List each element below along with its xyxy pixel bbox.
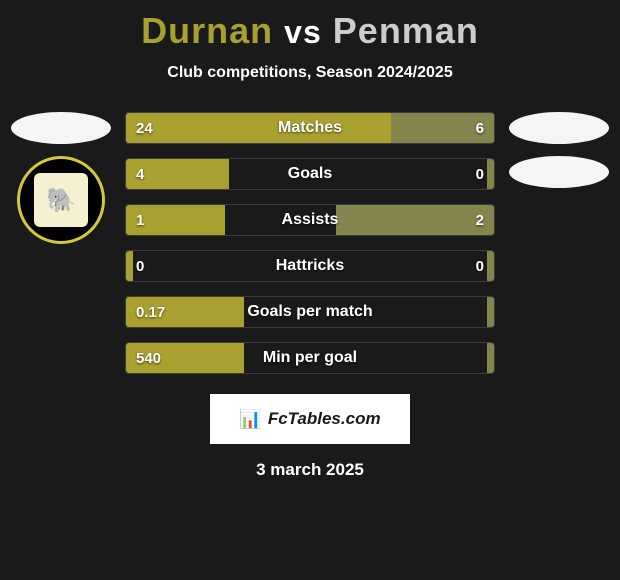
player1-name: Durnan xyxy=(141,10,273,51)
player2-headshot-placeholder xyxy=(509,112,609,144)
stats-bars: 246Matches 40Goals 12Assists 00Hattricks 0.1… xyxy=(125,112,495,374)
stat-row: 0.17Goals per match xyxy=(125,296,495,328)
player1-headshot-placeholder xyxy=(11,112,111,144)
stat-label: Matches xyxy=(126,113,494,143)
chart-icon: 📊 xyxy=(239,409,261,430)
left-badges: 🐘 xyxy=(6,112,116,244)
player2-name: Penman xyxy=(333,10,479,51)
stat-row: 246Matches xyxy=(125,112,495,144)
stat-label: Goals per match xyxy=(126,297,494,327)
subtitle: Club competitions, Season 2024/2025 xyxy=(0,64,620,82)
elephant-icon: 🐘 xyxy=(34,173,88,227)
brand-text: FcTables.com xyxy=(268,409,381,429)
comparison-area: 🐘 246Matches 40Goals 12Assists 00Hattricks 0… xyxy=(0,112,620,374)
comparison-title: Durnan vs Penman xyxy=(0,0,620,52)
player1-club-badge: 🐘 xyxy=(17,156,105,244)
right-badges xyxy=(504,112,614,188)
stat-row: 540Min per goal xyxy=(125,342,495,374)
vs-separator: vs xyxy=(284,14,322,50)
stat-label: Hattricks xyxy=(126,251,494,281)
brand-footer[interactable]: 📊 FcTables.com xyxy=(210,394,410,444)
stat-row: 40Goals xyxy=(125,158,495,190)
stat-label: Goals xyxy=(126,159,494,189)
footer-date: 3 march 2025 xyxy=(0,460,620,480)
stat-row: 12Assists xyxy=(125,204,495,236)
stat-label: Assists xyxy=(126,205,494,235)
player2-club-badge-placeholder xyxy=(509,156,609,188)
stat-row: 00Hattricks xyxy=(125,250,495,282)
stat-label: Min per goal xyxy=(126,343,494,373)
